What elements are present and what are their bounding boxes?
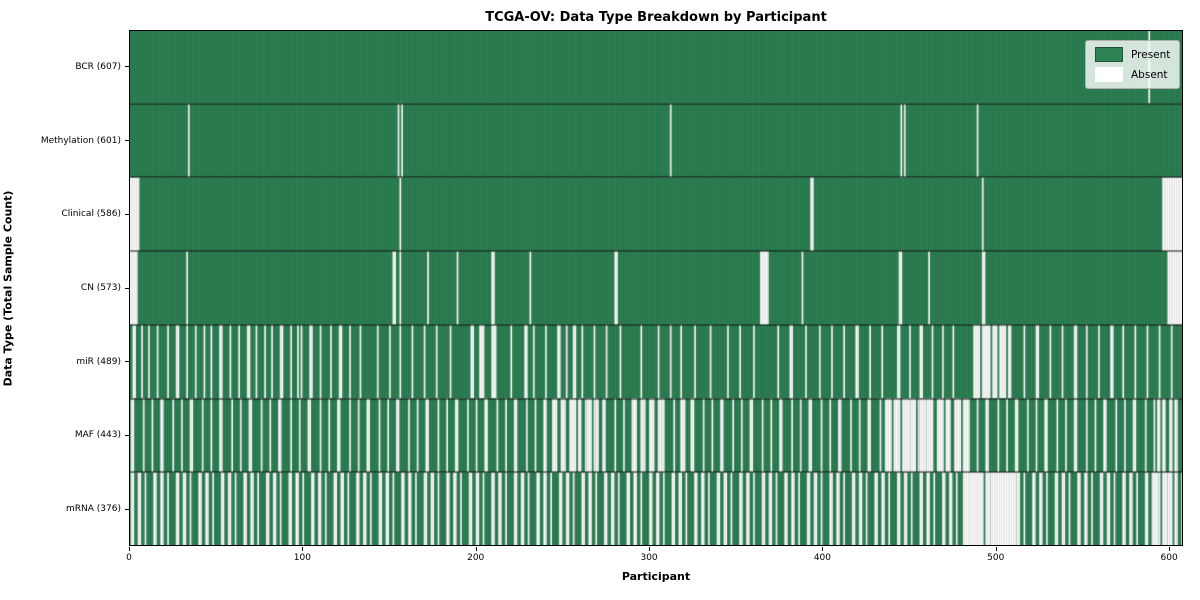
legend-swatch-absent <box>1095 67 1123 82</box>
ytick-label-mRNA: mRNA (376) <box>66 504 121 515</box>
xtick-mark <box>995 547 997 551</box>
heatmap-canvas <box>129 30 1183 546</box>
legend-item-present: Present <box>1095 47 1170 62</box>
legend-label: Absent <box>1131 68 1168 81</box>
xtick-label-300: 300 <box>640 553 658 563</box>
xtick-label-200: 200 <box>467 553 485 563</box>
xtick-label-500: 500 <box>987 553 1005 563</box>
legend-swatch-present <box>1095 47 1123 62</box>
ytick-mark <box>125 508 129 510</box>
ytick-label-CN: CN (573) <box>80 283 121 293</box>
xtick-mark <box>302 547 304 551</box>
xtick-mark <box>822 547 824 551</box>
xtick-mark <box>475 547 477 551</box>
plot-area: Present Absent <box>129 30 1183 546</box>
xtick-mark <box>1169 547 1171 551</box>
ytick-mark <box>125 213 129 215</box>
ytick-mark <box>125 434 129 436</box>
xtick-label-100: 100 <box>293 553 311 563</box>
xtick-mark <box>649 547 651 551</box>
ytick-mark <box>125 287 129 289</box>
ytick-mark <box>125 140 129 142</box>
legend-label: Present <box>1131 48 1171 61</box>
ytick-label-Methylation: Methylation (601) <box>40 135 121 146</box>
ytick-label-BCR: BCR (607) <box>75 61 121 72</box>
ytick-mark <box>125 361 129 363</box>
x-axis-label: Participant <box>621 570 691 583</box>
ytick-label-Clinical: Clinical (586) <box>61 209 121 220</box>
xtick-label-600: 600 <box>1160 553 1178 563</box>
legend: Present Absent <box>1085 40 1181 89</box>
legend-item-absent: Absent <box>1095 67 1170 82</box>
ytick-mark <box>125 66 129 68</box>
xtick-label-0: 0 <box>126 553 132 563</box>
chart-title: TCGA-OV: Data Type Breakdown by Particip… <box>485 10 827 25</box>
ytick-label-MAF: MAF (443) <box>74 430 121 441</box>
xtick-label-400: 400 <box>813 553 831 563</box>
ytick-label-miR: miR (489) <box>76 356 121 367</box>
xtick-mark <box>129 547 130 551</box>
